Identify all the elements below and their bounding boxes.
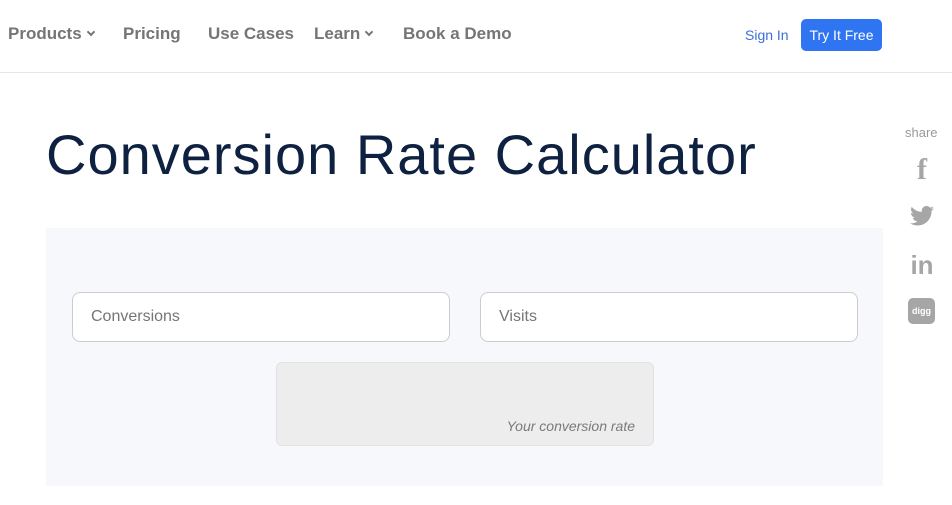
chevron-down-icon — [365, 27, 374, 37]
twitter-icon[interactable] — [908, 202, 936, 230]
sign-in-link[interactable]: Sign In — [745, 27, 789, 43]
conversions-input[interactable] — [72, 292, 450, 342]
result-box: Your conversion rate — [276, 362, 654, 446]
share-label: share — [905, 125, 938, 140]
digg-icon[interactable]: digg — [908, 298, 935, 324]
facebook-icon[interactable]: f — [917, 153, 927, 186]
nav-label: Products — [8, 24, 82, 43]
nav-label: Learn — [314, 24, 361, 43]
nav-products[interactable]: Products — [8, 24, 95, 44]
calculator-panel: Your conversion rate — [46, 228, 883, 486]
nav-learn[interactable]: Learn — [314, 24, 374, 44]
top-nav: Products Pricing Use Cases Learn Book a … — [0, 0, 952, 73]
linkedin-icon[interactable]: in — [910, 249, 934, 280]
page-title: Conversion Rate Calculator — [46, 123, 757, 186]
nav-use-cases[interactable]: Use Cases — [208, 24, 295, 43]
chevron-down-icon — [86, 27, 95, 37]
try-free-button[interactable]: Try It Free — [801, 19, 882, 51]
visits-input[interactable] — [480, 292, 858, 342]
result-placeholder: Your conversion rate — [506, 418, 635, 434]
nav-book-demo[interactable]: Book a Demo — [403, 24, 512, 43]
nav-pricing[interactable]: Pricing — [123, 24, 181, 43]
